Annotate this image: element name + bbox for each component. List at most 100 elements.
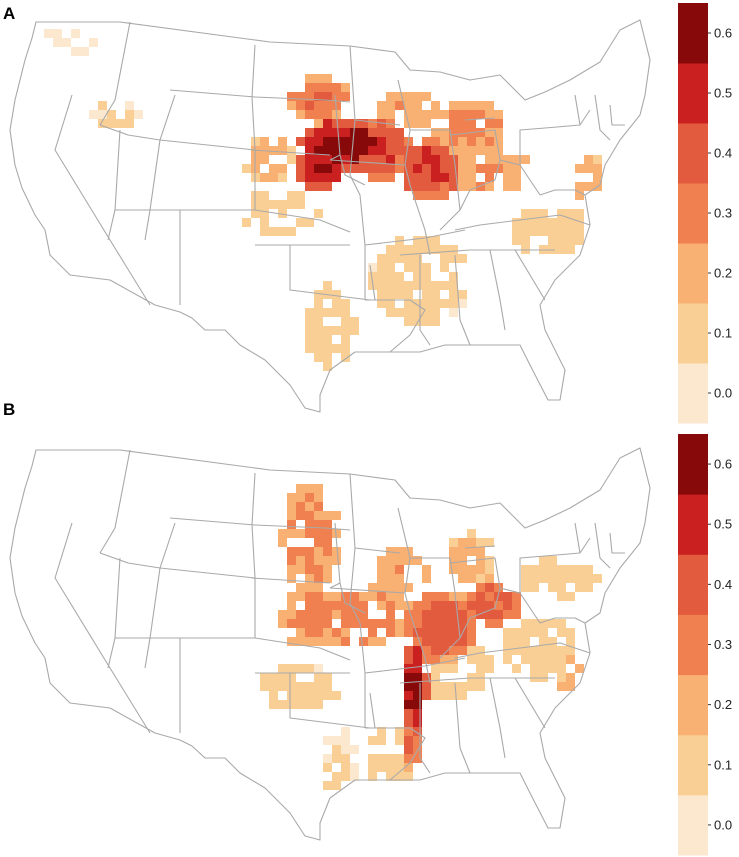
county-cell xyxy=(485,146,494,155)
county-cell xyxy=(368,772,377,781)
county-cell xyxy=(458,119,467,128)
county-cell xyxy=(431,110,440,119)
legend-swatch xyxy=(678,363,708,424)
county-cell xyxy=(548,227,557,236)
county-cell xyxy=(395,754,404,763)
county-cell xyxy=(530,209,539,218)
county-cell xyxy=(386,556,395,565)
county-cell xyxy=(377,272,386,281)
county-cell xyxy=(449,290,458,299)
county-cell xyxy=(368,583,377,592)
county-cell xyxy=(503,182,512,191)
county-cell xyxy=(431,281,440,290)
state-borders-a xyxy=(9,19,651,413)
county-cell xyxy=(260,137,269,146)
county-cell xyxy=(422,673,431,682)
county-cell xyxy=(449,637,458,646)
county-cell xyxy=(476,556,485,565)
county-cell xyxy=(494,592,503,601)
state-border xyxy=(399,249,555,256)
county-cell xyxy=(386,263,395,272)
county-cell xyxy=(431,673,440,682)
county-cell xyxy=(413,92,422,101)
county-cell xyxy=(431,245,440,254)
county-cell xyxy=(296,628,305,637)
state-border xyxy=(464,545,496,549)
county-cell xyxy=(431,691,440,700)
state-border xyxy=(499,587,541,624)
county-cell xyxy=(458,601,467,610)
county-cell xyxy=(287,610,296,619)
state-border xyxy=(609,532,625,554)
county-cell xyxy=(278,164,287,173)
county-cell xyxy=(269,682,278,691)
county-cell xyxy=(548,236,557,245)
county-cell xyxy=(566,209,575,218)
county-cell xyxy=(359,610,368,619)
county-cell xyxy=(296,101,305,110)
county-cell xyxy=(395,245,404,254)
county-cell xyxy=(53,38,62,47)
county-cell xyxy=(323,146,332,155)
county-cell xyxy=(521,574,530,583)
county-cell xyxy=(305,218,314,227)
state-border xyxy=(54,522,151,734)
county-cell xyxy=(269,691,278,700)
state-border xyxy=(410,129,461,231)
county-cell xyxy=(440,110,449,119)
county-cell xyxy=(332,736,341,745)
county-cell xyxy=(431,236,440,245)
county-cell xyxy=(386,592,395,601)
county-cell xyxy=(404,682,413,691)
county-cell xyxy=(593,574,602,583)
county-cell xyxy=(377,263,386,272)
county-cell xyxy=(530,628,539,637)
county-cell xyxy=(314,547,323,556)
county-cell xyxy=(296,493,305,502)
county-cell xyxy=(404,727,413,736)
county-cell xyxy=(323,547,332,556)
county-cell xyxy=(341,353,350,362)
county-cell xyxy=(548,556,557,565)
county-cell xyxy=(458,565,467,574)
county-cell xyxy=(422,691,431,700)
county-cell xyxy=(440,137,449,146)
county-cell xyxy=(341,119,350,128)
county-cell xyxy=(449,281,458,290)
county-cell xyxy=(305,520,314,529)
county-cell xyxy=(332,344,341,353)
county-cell xyxy=(323,326,332,335)
county-cell xyxy=(323,101,332,110)
county-cell xyxy=(440,619,449,628)
legend-tick-label: 0.0 xyxy=(714,817,732,832)
county-cell xyxy=(485,101,494,110)
county-cell xyxy=(350,592,359,601)
county-cell xyxy=(440,637,449,646)
county-cell xyxy=(89,110,98,119)
county-cell xyxy=(575,565,584,574)
county-cell xyxy=(305,502,314,511)
state-border xyxy=(149,94,176,211)
county-cell xyxy=(476,538,485,547)
county-cell xyxy=(386,128,395,137)
state-border xyxy=(254,96,351,103)
county-cell xyxy=(368,146,377,155)
county-cell xyxy=(359,637,368,646)
county-cell xyxy=(413,691,422,700)
county-cell xyxy=(395,101,404,110)
county-cell xyxy=(287,691,296,700)
county-cell xyxy=(269,673,278,682)
county-cell xyxy=(422,601,431,610)
county-cell xyxy=(305,511,314,520)
county-cell xyxy=(476,101,485,110)
county-cell xyxy=(359,619,368,628)
legend-tick-label: 0.6 xyxy=(714,26,732,41)
county-cell xyxy=(305,101,314,110)
state-border xyxy=(99,124,161,141)
state-border xyxy=(169,517,256,526)
county-cell xyxy=(413,601,422,610)
state-border xyxy=(410,557,461,659)
county-cell xyxy=(413,673,422,682)
county-cell xyxy=(341,155,350,164)
state-border xyxy=(489,677,506,759)
